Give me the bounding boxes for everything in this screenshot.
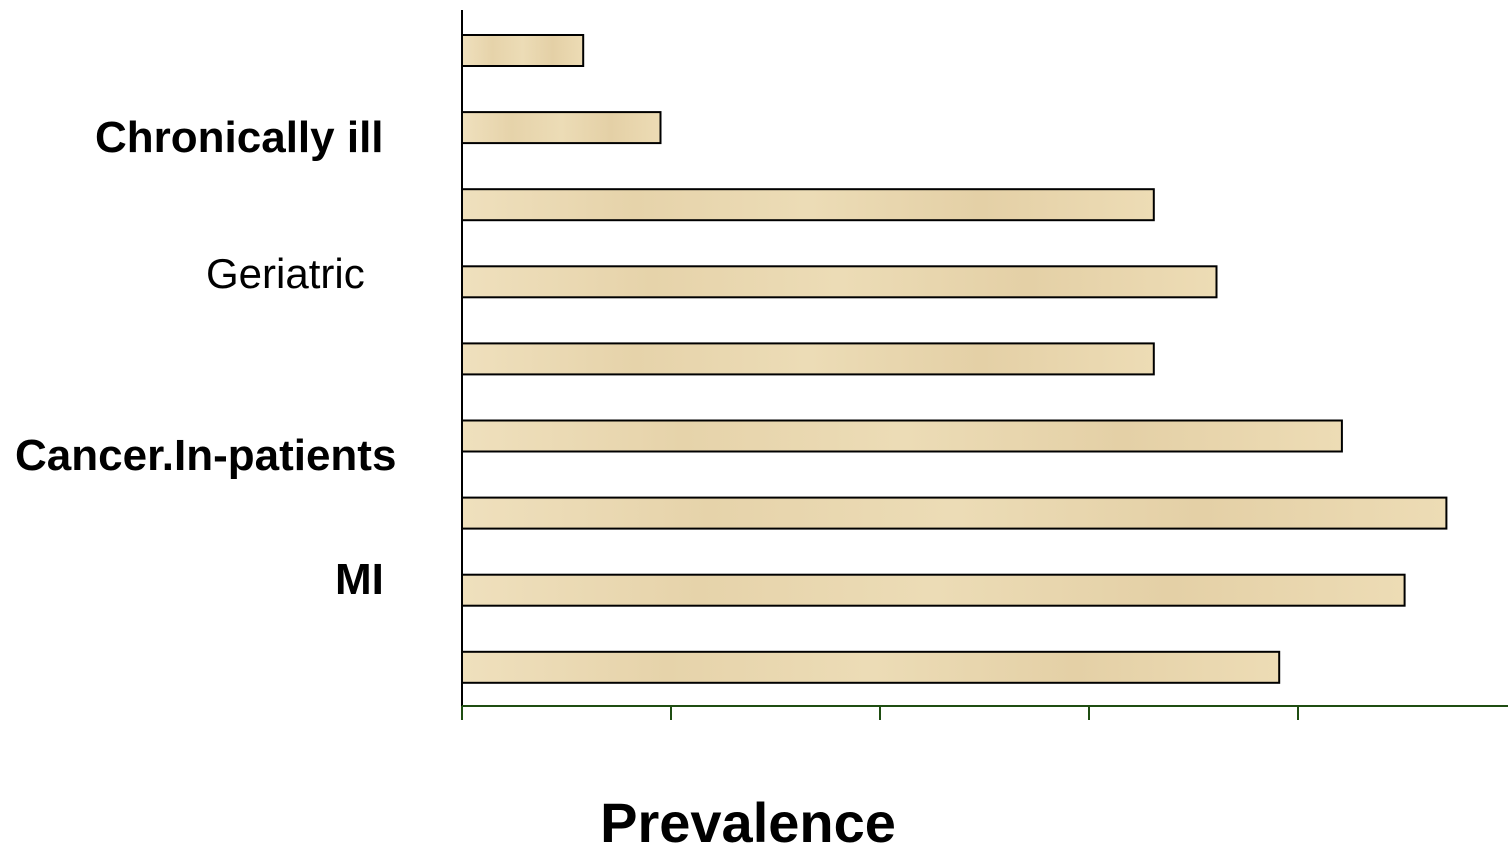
bar-7 bbox=[461, 496, 1448, 530]
category-label-chronically-ill: Chronically ill bbox=[95, 113, 384, 162]
bar-9 bbox=[461, 650, 1281, 684]
x-axis bbox=[461, 705, 1508, 720]
bar-1 bbox=[461, 34, 585, 67]
bar-2 bbox=[461, 111, 662, 145]
bar-4 bbox=[461, 265, 1218, 299]
bar-5 bbox=[461, 342, 1155, 376]
bar-8 bbox=[461, 573, 1406, 607]
category-label-cancer-in-patients: Cancer.In-patients bbox=[15, 431, 397, 480]
bar-6 bbox=[461, 419, 1343, 453]
x-axis-title: Prevalence bbox=[600, 791, 896, 854]
category-label-geriatric: Geriatric bbox=[206, 250, 365, 297]
category-label-mi: MI bbox=[335, 555, 384, 604]
bar-3 bbox=[461, 188, 1155, 222]
bars-group bbox=[461, 34, 1448, 684]
